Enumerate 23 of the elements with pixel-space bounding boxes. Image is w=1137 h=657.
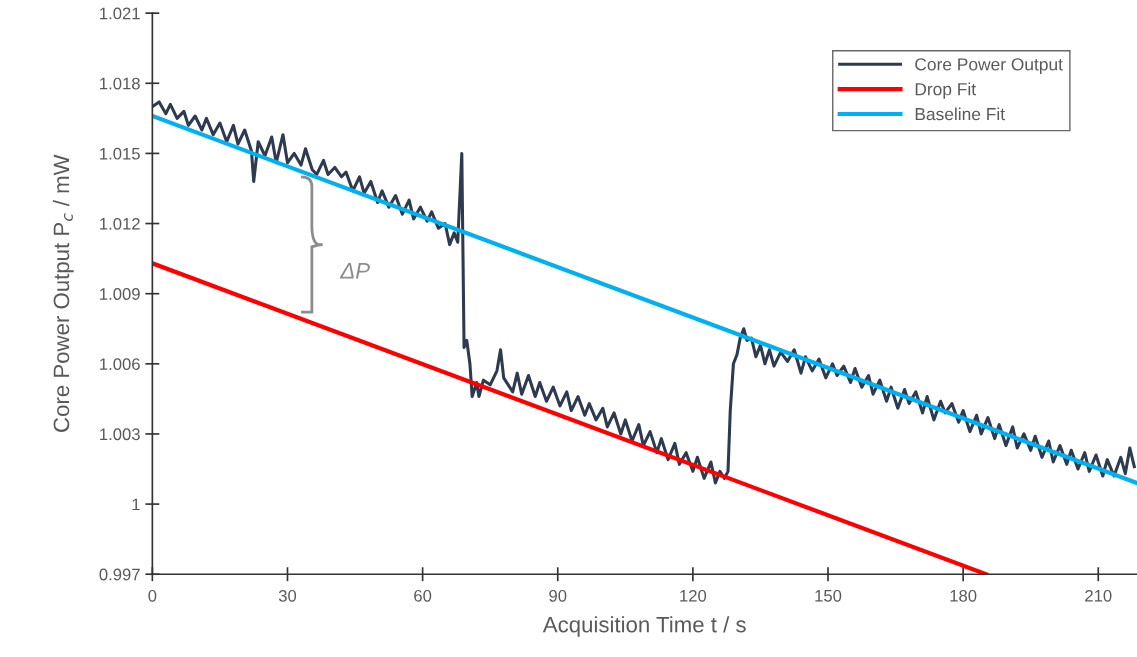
y-axis-title: Core Power Output P$_{c}$ / mW (52, 154, 74, 432)
y-tick-label: 0.997 (99, 568, 140, 581)
y-tick-label: 1.018 (100, 77, 140, 90)
x-tick-label: 120 (680, 589, 707, 602)
legend-label: Core Power Output (915, 58, 1063, 74)
x-tick-label: 150 (815, 589, 842, 602)
y-tick-label: 1.003 (100, 428, 140, 441)
x-tick-label: 30 (278, 589, 297, 602)
y-tick-label: 1.012 (100, 217, 140, 230)
x-tick-label: 180 (950, 589, 977, 602)
y-tick-label: 1.006 (100, 358, 140, 371)
y-tick-label: 1.021 (100, 7, 140, 20)
x-axis-title: Acquisition Time t / s (542, 616, 746, 637)
x-tick-label: 210 (1085, 589, 1112, 602)
y-tick-label: 1 (132, 498, 140, 511)
legend-label: Drop Fit (915, 82, 976, 99)
y-tick-label: 1.009 (100, 288, 140, 300)
annotation: ΔP (339, 263, 370, 279)
x-tick-label: 0 (148, 589, 157, 602)
x-tick-label: 60 (414, 589, 432, 602)
legend-label: Baseline Fit (915, 107, 1005, 121)
y-tick-label: 1.015 (100, 147, 140, 160)
x-tick-label: 90 (549, 589, 567, 602)
